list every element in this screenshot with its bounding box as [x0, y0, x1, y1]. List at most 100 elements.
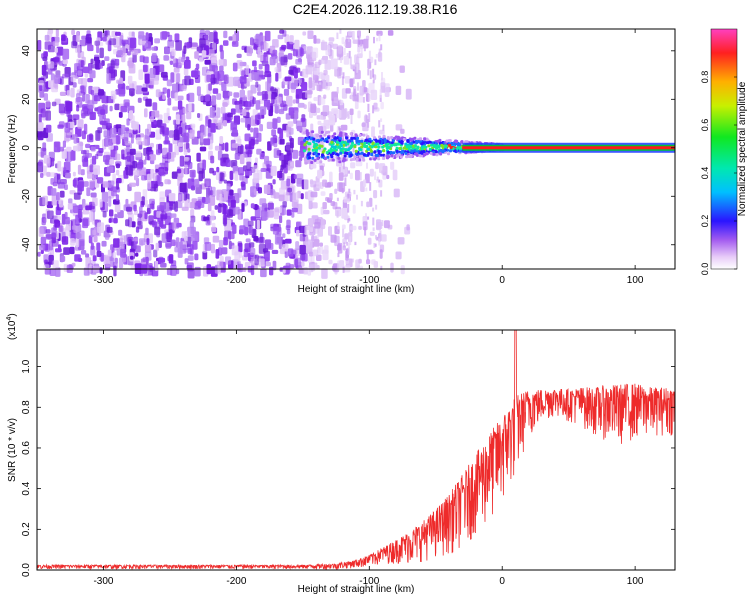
noise-cell: [286, 95, 293, 107]
noise-cell: [192, 229, 196, 238]
noise-cell: [49, 172, 56, 177]
noise-cell: [174, 72, 181, 83]
noise-streak: [354, 241, 357, 246]
noise-cell: [99, 62, 103, 69]
noise-cell: [157, 119, 163, 128]
noise-cell: [320, 191, 326, 196]
noise-cell: [177, 100, 183, 110]
noise-cell: [322, 179, 328, 187]
carrier-cell: [339, 151, 343, 155]
carrier-cell: [354, 149, 358, 153]
noise-cell: [145, 128, 149, 140]
noise-cell: [50, 188, 57, 196]
carrier-cell: [319, 134, 323, 138]
noise-cell: [284, 238, 292, 244]
carrier-cell: [331, 158, 335, 162]
noise-cell: [295, 160, 302, 168]
noise-cell: [115, 31, 121, 36]
noise-cell: [39, 244, 46, 251]
noise-cell: [72, 179, 77, 187]
carrier-cell: [346, 139, 350, 143]
noise-cell: [206, 74, 213, 82]
noise-cell: [237, 188, 242, 198]
noise-cell: [143, 56, 149, 64]
noise-cell: [254, 35, 261, 44]
carrier-cell: [440, 143, 444, 147]
noise-cell: [162, 154, 166, 166]
noise-cell: [77, 119, 84, 129]
noise-streak: [380, 44, 383, 51]
noise-cell: [194, 178, 200, 188]
noise-cell: [295, 257, 302, 267]
noise-cell: [316, 84, 322, 91]
noise-cell: [326, 74, 330, 83]
noise-cell: [146, 238, 150, 245]
noise-cell: [175, 268, 180, 275]
colorbar: 0.0 0.2 0.4 0.6 0.8 Normalized spectral ampl…: [700, 28, 748, 275]
noise-cell: [359, 85, 364, 96]
carrier-cell: [397, 153, 401, 157]
noise-cell: [159, 168, 165, 175]
noise-cell: [145, 227, 149, 236]
spectrogram-y-tick-label: 0: [21, 145, 32, 151]
noise-streak: [378, 48, 381, 58]
noise-cell: [286, 144, 291, 156]
noise-cell: [322, 202, 327, 210]
noise-cell: [37, 122, 44, 132]
noise-cell: [77, 47, 81, 58]
noise-cell: [167, 97, 172, 106]
noise-cell: [278, 50, 285, 57]
noise-cell: [63, 216, 70, 225]
carrier-cell: [382, 156, 386, 160]
carrier-cell: [428, 140, 432, 144]
noise-cell: [47, 29, 54, 34]
noise-cell: [259, 152, 265, 160]
noise-cell: [211, 57, 217, 65]
noise-cell: [85, 143, 91, 149]
spectrogram-y-tick-label: -20: [21, 189, 32, 204]
noise-cell: [97, 89, 104, 96]
noise-cell: [237, 144, 243, 155]
carrier-cell: [327, 130, 331, 134]
noise-cell: [290, 137, 294, 149]
carrier-cell: [416, 145, 420, 149]
noise-cell: [137, 141, 145, 146]
noise-cell: [102, 211, 107, 218]
carrier-cell: [445, 139, 449, 143]
noise-cell: [269, 266, 274, 276]
noise-cell: [307, 30, 314, 39]
carrier-cell: [397, 142, 401, 146]
carrier-cell: [404, 151, 408, 155]
noise-cell: [330, 123, 334, 132]
noise-cell: [159, 191, 166, 199]
noise-cell: [137, 97, 142, 103]
carrier-cell: [442, 149, 446, 153]
noise-cell: [45, 229, 51, 234]
noise-cell: [195, 63, 200, 70]
noise-cell: [273, 192, 280, 199]
noise-cell: [227, 113, 233, 118]
noise-cell: [257, 70, 264, 75]
noise-cell: [98, 148, 104, 153]
noise-cell: [245, 64, 249, 76]
carrier-cell: [387, 145, 391, 149]
noise-streak: [365, 213, 367, 218]
noise-cell: [106, 166, 114, 173]
noise-cell: [102, 36, 107, 42]
carrier-cell: [413, 136, 417, 140]
noise-cell: [58, 103, 65, 114]
noise-cell: [191, 42, 198, 47]
noise-cell: [147, 173, 152, 184]
noise-cell: [204, 59, 211, 65]
noise-cell: [43, 264, 50, 270]
noise-streak: [336, 32, 339, 39]
noise-cell: [288, 264, 295, 269]
noise-cell: [72, 205, 79, 213]
noise-cell: [73, 134, 78, 144]
noise-cell: [292, 149, 299, 159]
carrier-cell: [415, 141, 419, 145]
noise-cell: [261, 211, 269, 220]
carrier-cell: [313, 158, 317, 162]
noise-cell: [267, 202, 274, 210]
noise-cell: [249, 226, 254, 235]
